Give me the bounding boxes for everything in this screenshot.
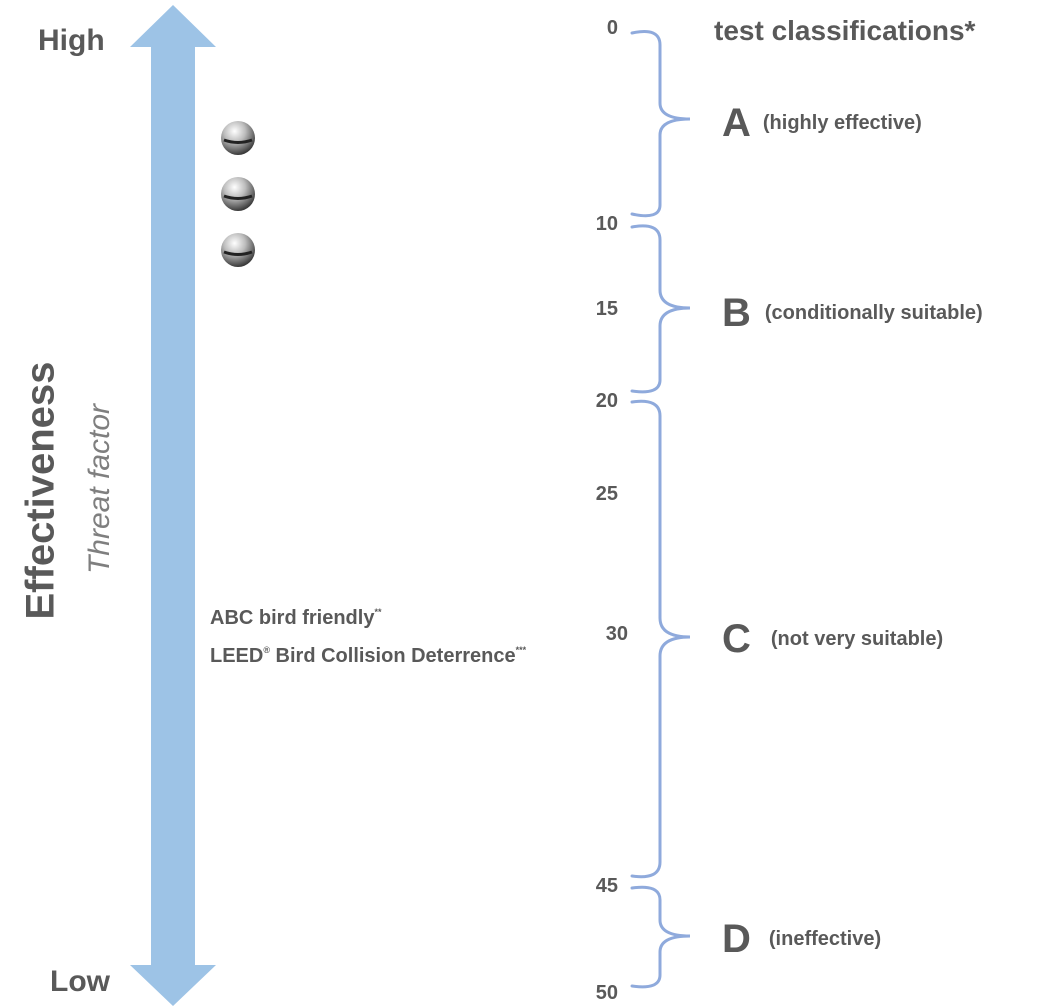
tick-25: 25: [595, 483, 618, 505]
tick-45: 45: [595, 875, 618, 897]
tick-0: 0: [606, 17, 618, 39]
high-label: High: [38, 24, 105, 57]
bracket-c: [630, 399, 691, 879]
tick-20: 20: [595, 390, 618, 412]
class-c-desc: (not very suitable): [770, 628, 944, 650]
sphere-markers: [221, 121, 255, 267]
bracket-b: [630, 224, 691, 394]
abc-bird-friendly-label: ABC bird friendly**: [210, 607, 382, 629]
sphere-icon: [221, 121, 255, 155]
bracket-a: [630, 30, 691, 218]
class-d-letter: D: [722, 917, 751, 961]
class-a-letter: A: [722, 101, 751, 145]
bracket-d: [630, 885, 691, 989]
class-b-desc: (conditionally suitable): [764, 302, 983, 324]
class-b-letter: B: [722, 291, 751, 335]
leed-label: LEED® Bird Collision Deterrence***: [210, 645, 527, 667]
low-label: Low: [50, 965, 110, 998]
class-b: B (conditionally suitable): [722, 291, 983, 336]
tick-50: 50: [595, 982, 618, 1004]
sphere-icon: [221, 177, 255, 211]
class-c-letter: C: [722, 617, 751, 661]
class-a: A (highly effective): [722, 101, 922, 146]
tick-30: 30: [605, 623, 628, 645]
class-d: D (ineffective): [722, 917, 881, 962]
class-a-desc: (highly effective): [762, 112, 922, 134]
tick-10: 10: [595, 213, 618, 235]
sphere-icon: [221, 233, 255, 267]
tick-15: 15: [595, 298, 618, 320]
classifications-heading: test classifications*: [714, 15, 976, 46]
class-c: C (not very suitable): [722, 617, 943, 662]
class-d-desc: (ineffective): [768, 928, 882, 950]
